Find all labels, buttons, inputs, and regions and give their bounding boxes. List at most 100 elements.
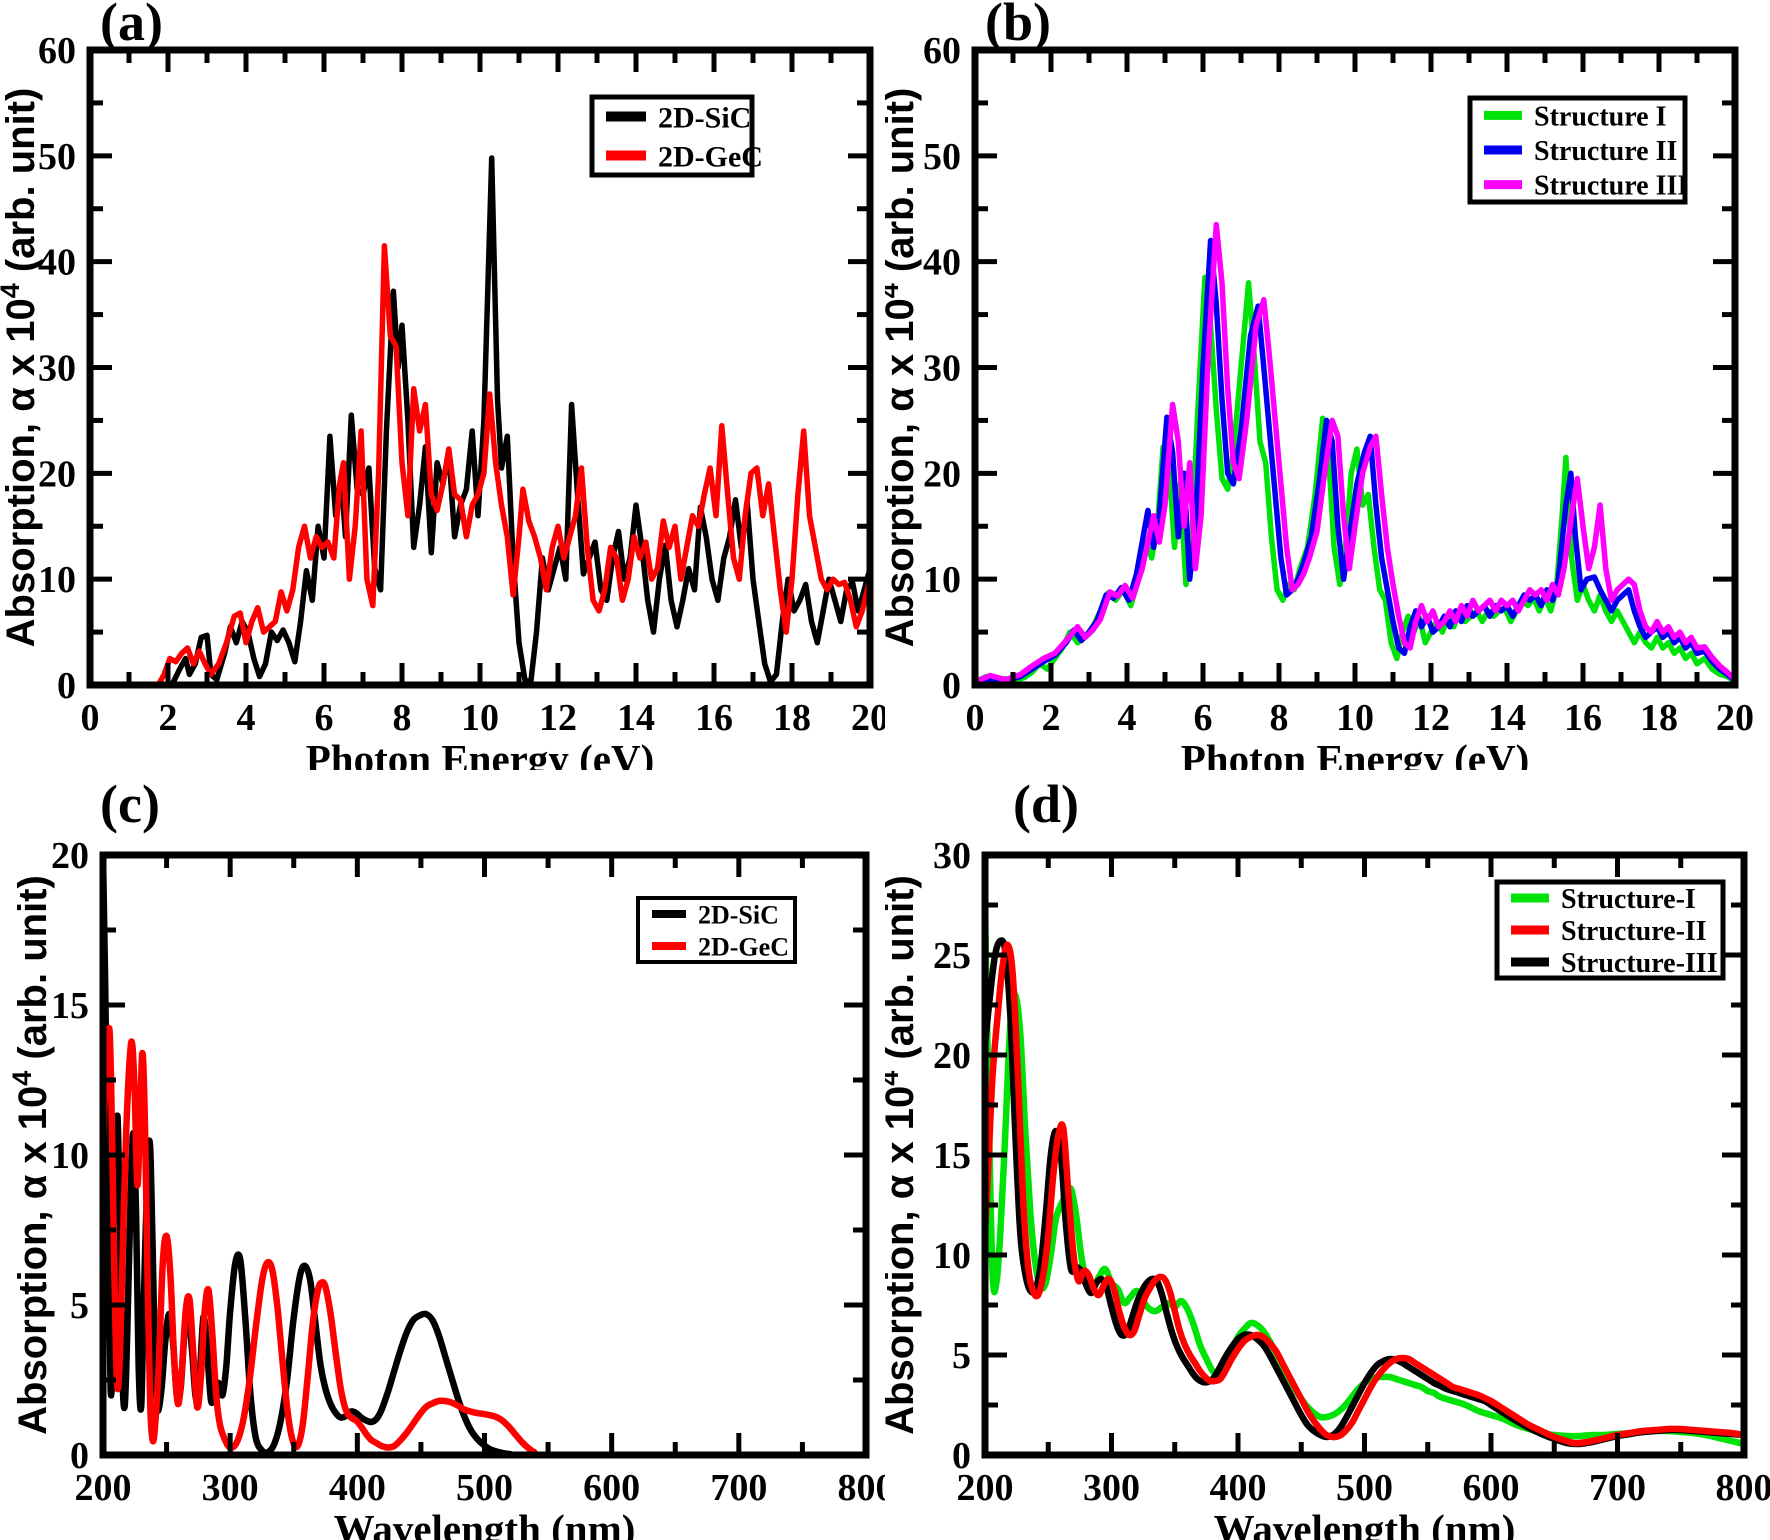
y-tick-label: 15 [933, 1135, 971, 1177]
panel-c-chart: 200 300 400 500 600 700 800 0 5 10 15 20 Wavelength … [7, 774, 886, 1540]
legend-box [589, 94, 755, 178]
x-tick-label: 800 [838, 1467, 886, 1509]
panel-a-chart: 0 2 4 6 8 10 12 14 16 18 20 0 10 20 30 40 50 60 Photon Ene… [0, 0, 885, 770]
y-axis-title: Absorption, α x 104 (arb. unit) [7, 875, 55, 1435]
panel-b: 0 2 4 6 8 10 12 14 16 18 20 0 10 20 30 40 50 60 Photon Ene… [885, 0, 1770, 770]
x-tick-label: 200 [75, 1467, 132, 1509]
y-tick-label: 10 [51, 1135, 89, 1177]
legend-label: 2D-GeC [658, 140, 763, 173]
series-group [103, 855, 866, 1455]
y-tick-label: 30 [933, 835, 971, 877]
x-tick-label: 12 [539, 697, 577, 739]
y-tick-label: 0 [70, 1435, 89, 1477]
x-tick-label: 10 [1336, 697, 1374, 739]
series-group [975, 221, 1735, 685]
y-tick-label: 5 [952, 1335, 971, 1377]
y-tick-label: 30 [923, 348, 961, 390]
legend-label: Structure III [1534, 171, 1688, 202]
legend-label: Structure I [1534, 101, 1666, 132]
x-tick-label: 600 [583, 1467, 640, 1509]
x-tick-label: 0 [81, 697, 100, 739]
x-tick-label: 0 [966, 697, 985, 739]
series-structure-iii [985, 937, 1744, 1448]
x-axis-title: Photon Energy (eV) [1181, 736, 1529, 770]
x-tick-label: 2 [1042, 697, 1061, 739]
x-tick-label: 600 [1463, 1467, 1520, 1509]
legend-entry: Structure-II [1511, 916, 1707, 947]
y-tick-label: 10 [933, 1235, 971, 1277]
series-group [155, 155, 870, 685]
y-tick-label: 10 [38, 559, 76, 601]
plot-frame [86, 46, 874, 689]
x-axis-title: Wavelength (nm) [1214, 1506, 1516, 1540]
y-tick-label: 0 [942, 665, 961, 707]
x-tick-label: 20 [1716, 697, 1754, 739]
x-tick-label: 18 [1640, 697, 1678, 739]
y-tick-label: 50 [923, 136, 961, 178]
y-tick-label: 20 [38, 453, 76, 495]
panel-label: (c) [100, 774, 160, 834]
x-tick-label: 8 [1270, 697, 1289, 739]
y-tick-label: 20 [923, 453, 961, 495]
x-tick-label: 10 [461, 697, 499, 739]
y-tick-label: 40 [923, 242, 961, 284]
y-axis-title: Absorption, α x 104 (arb. unit) [885, 88, 922, 648]
y-tick-label: 20 [933, 1035, 971, 1077]
x-tick-label: 6 [315, 697, 334, 739]
legend-box [636, 896, 797, 964]
x-tick-label: 8 [393, 697, 412, 739]
x-tick-label: 400 [329, 1467, 386, 1509]
legend: 2D-SiC 2D-GeC [589, 94, 763, 178]
panel-d: 200 300 400 500 600 700 800 0 5 10 15 20 25 30 Wavelen… [885, 770, 1770, 1540]
legend-entry: 2D-GeC [606, 140, 763, 173]
y-axis-title: Absorption, α x 104 (arb. unit) [885, 875, 922, 1435]
legend-label: 2D-GeC [698, 932, 789, 961]
x-tick-label: 200 [957, 1467, 1014, 1509]
plot-frame [981, 851, 1748, 1459]
legend-entry: Structure II [1484, 136, 1677, 167]
y-tick-label: 10 [923, 559, 961, 601]
x-axis-title: Photon Energy (eV) [306, 736, 654, 770]
x-tick-label: 16 [1564, 697, 1602, 739]
y-tick-label: 0 [952, 1435, 971, 1477]
x-tick-label: 500 [1336, 1467, 1393, 1509]
panel-b-chart: 0 2 4 6 8 10 12 14 16 18 20 0 10 20 30 40 50 60 Photon Ene… [885, 0, 1754, 770]
panel-label: (b) [985, 0, 1051, 52]
legend: Structure I Structure II Structure III [1467, 95, 1688, 205]
x-tick-label: 800 [1716, 1467, 1770, 1509]
legend-entry: 2D-GeC [652, 932, 789, 961]
x-tick-label: 700 [1589, 1467, 1646, 1509]
x-tick-label: 4 [237, 697, 256, 739]
x-tick-label: 500 [456, 1467, 513, 1509]
panel-label: (d) [1013, 774, 1079, 834]
x-tick-label: 400 [1210, 1467, 1267, 1509]
legend-entry: 2D-SiC [606, 101, 751, 134]
y-tick-label: 50 [38, 136, 76, 178]
x-tick-label: 20 [851, 697, 885, 739]
series-group [985, 904, 1744, 1448]
x-tick-label: 12 [1412, 697, 1450, 739]
legend-entry: Structure I [1484, 101, 1666, 132]
legend-label: Structure II [1534, 136, 1677, 167]
legend-entry: Structure III [1484, 171, 1688, 202]
legend-label: 2D-SiC [658, 101, 751, 134]
legend-label: Structure-III [1561, 948, 1718, 979]
series-structure-ii [975, 237, 1735, 685]
x-tick-label: 700 [710, 1467, 767, 1509]
panel-label: (a) [100, 0, 163, 52]
x-tick-label: 300 [1083, 1467, 1140, 1509]
y-axis-title: Absorption, α x 104 (arb. unit) [0, 88, 43, 648]
y-tick-label: 20 [51, 835, 89, 877]
legend-label: Structure-II [1561, 916, 1707, 947]
y-tick-label: 30 [38, 348, 76, 390]
y-tick-label: 60 [923, 30, 961, 72]
x-tick-label: 16 [695, 697, 733, 739]
series-structure-ii [985, 941, 1744, 1447]
y-tick-label: 15 [51, 985, 89, 1027]
x-tick-label: 14 [617, 697, 655, 739]
x-tick-label: 2 [159, 697, 178, 739]
legend-entry: 2D-SiC [652, 900, 779, 929]
series-structure-i [975, 274, 1735, 685]
